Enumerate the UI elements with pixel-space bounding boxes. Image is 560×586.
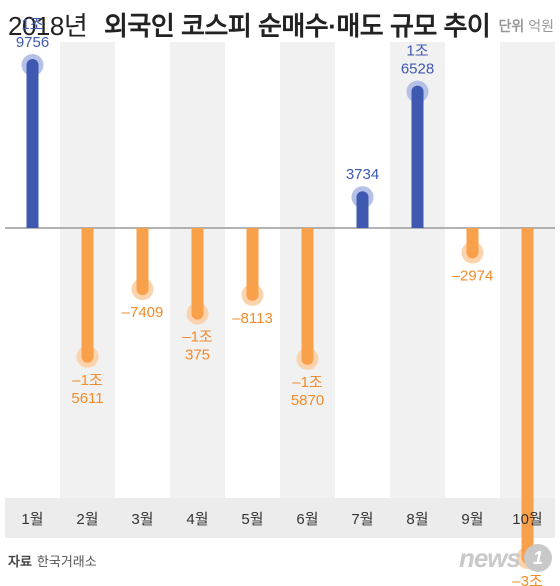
data-label-line: –8113 <box>232 310 273 327</box>
data-label-line: –1조 <box>72 372 103 389</box>
x-tick-label: 8월 <box>406 511 428 528</box>
news1-logo: news 1 <box>459 540 552 576</box>
bar-end-dot <box>356 191 369 204</box>
data-label: –2974 <box>452 268 494 285</box>
x-tick-label: 6월 <box>296 511 318 528</box>
x-tick-label: 3월 <box>131 511 153 528</box>
bar <box>136 228 149 290</box>
bar <box>81 228 94 357</box>
x-tick-label: 9월 <box>461 511 483 528</box>
unit-label: 단위 <box>498 18 525 34</box>
bar <box>411 91 424 228</box>
data-label: 1조 6528 <box>401 43 434 78</box>
bar <box>466 228 479 253</box>
data-label: –1조 5611 <box>71 372 103 407</box>
bar-end-dot <box>466 246 479 259</box>
bar-end-dot <box>246 288 259 301</box>
bar <box>521 228 534 558</box>
data-label-line: 6528 <box>401 61 434 78</box>
data-label: –8113 <box>232 310 273 327</box>
x-tick-label: 5월 <box>241 511 263 528</box>
bar-end-dot <box>191 307 204 320</box>
data-label-line: –1조 <box>182 329 213 346</box>
unit-note: 단위 억원 <box>498 16 554 36</box>
x-tick-label: 4월 <box>186 511 208 528</box>
bar-end-dot <box>136 283 149 296</box>
bar <box>191 228 204 314</box>
data-label-line: 9756 <box>16 34 49 51</box>
data-label: 1조 9756 <box>16 16 49 51</box>
title-year: 2018년 <box>8 11 88 41</box>
x-tick-label: 10월 <box>512 511 543 528</box>
bar-end-dot <box>411 85 424 98</box>
data-label: –3조9989 <box>511 573 544 586</box>
logo-mark: 1 <box>524 544 552 572</box>
data-label-line: –2974 <box>452 268 494 285</box>
data-label-line: 1조 <box>406 43 428 60</box>
bar <box>301 228 314 359</box>
data-label-line: –1조 <box>292 374 323 391</box>
x-tick-label: 7월 <box>351 511 373 528</box>
data-label-line: 1조 <box>21 16 43 33</box>
source-note: 자료 한국거래소 <box>8 551 97 570</box>
page-title: 외국인 코스피 순매수·매도 규모 추이 <box>104 11 491 41</box>
unit-value: 억원 <box>528 18 554 34</box>
data-label-line: –3조 <box>512 573 543 586</box>
bar <box>356 197 369 228</box>
x-tick-label: 1월 <box>21 511 43 528</box>
source-value: 한국거래소 <box>36 554 97 569</box>
bar <box>26 65 39 228</box>
source-label: 자료 <box>8 554 32 569</box>
data-label: –1조 5870 <box>291 374 324 409</box>
data-label-line: –7409 <box>122 304 164 321</box>
x-axis-band <box>5 498 555 538</box>
bar-end-dot <box>301 352 314 365</box>
bar-end-dot <box>81 350 94 363</box>
bar-end-dot <box>26 59 39 72</box>
data-label-line: 5870 <box>291 392 324 409</box>
data-label: –1조 375 <box>182 329 213 364</box>
data-label: 3734 <box>346 166 379 183</box>
data-label-line: 375 <box>185 347 210 364</box>
bar <box>246 228 259 295</box>
data-label: –7409 <box>122 304 164 321</box>
x-tick-label: 2월 <box>76 511 98 528</box>
title-row: 2018년 외국인 코스피 순매수·매도 규모 추이 단위 억원 <box>8 6 556 42</box>
data-label-line: 5611 <box>71 390 103 407</box>
logo-text: news <box>458 542 521 573</box>
data-label-line: 3734 <box>346 166 379 183</box>
